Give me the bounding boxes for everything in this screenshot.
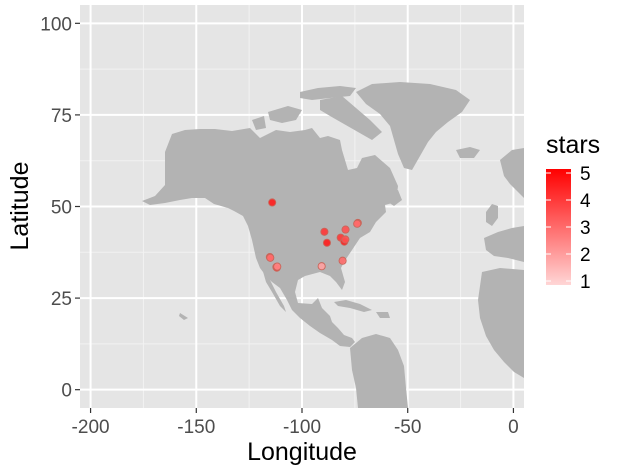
x-tick-label: -50 — [394, 417, 421, 438]
data-point — [341, 225, 350, 234]
land-ellesmere-island — [300, 86, 356, 100]
data-point — [353, 219, 362, 228]
land-greenland — [356, 82, 470, 170]
legend-label: 4 — [580, 191, 591, 212]
data-point — [341, 235, 350, 244]
legend-label: 3 — [580, 218, 591, 239]
land-hawaii — [179, 313, 188, 320]
legend-label: 5 — [580, 164, 591, 185]
land-british-isles — [486, 204, 498, 226]
land-banks-island — [252, 116, 266, 130]
data-point — [268, 198, 277, 207]
legend-ticks: 5 4 3 2 1 — [546, 164, 591, 293]
land-north-america — [142, 128, 398, 347]
data-point — [320, 227, 329, 236]
land-africa — [478, 268, 524, 378]
land-iberia-europe — [484, 226, 524, 262]
x-tick-label: -150 — [177, 417, 215, 438]
y-tick-label: 100 — [40, 14, 72, 35]
land-south-america — [350, 334, 408, 408]
land-victoria-island — [268, 106, 302, 123]
data-point — [322, 238, 331, 247]
x-axis: -200 -150 -100 -50 0 — [72, 408, 519, 438]
legend-label: 1 — [580, 272, 591, 293]
x-axis-title: Longitude — [247, 438, 357, 466]
land-cuba — [334, 300, 372, 312]
land-baja-california — [262, 268, 286, 312]
x-tick-label: -200 — [72, 417, 110, 438]
y-axis-title: Latitude — [6, 162, 34, 251]
land-hispaniola — [376, 312, 390, 318]
land-iceland — [456, 147, 480, 158]
x-tick-label: -100 — [283, 417, 321, 438]
land-scandinavia — [500, 148, 524, 198]
x-tick-label: 0 — [508, 417, 519, 438]
land-baffin-island — [320, 96, 382, 140]
land-masses — [142, 82, 524, 408]
data-point — [273, 262, 282, 271]
y-tick-label: 0 — [61, 381, 72, 402]
legend-title: stars — [546, 131, 600, 159]
y-tick-label: 50 — [51, 198, 72, 219]
y-tick-label: 75 — [51, 106, 72, 127]
data-point — [338, 256, 347, 265]
y-tick-label: 25 — [51, 289, 72, 310]
y-axis: 0 25 50 75 100 — [40, 14, 80, 402]
legend-label: 2 — [580, 245, 591, 266]
land-newfoundland — [388, 190, 402, 206]
data-point — [317, 262, 326, 271]
legend: stars 5 4 3 2 1 — [546, 131, 600, 293]
data-points — [265, 198, 362, 272]
data-point — [266, 253, 275, 262]
